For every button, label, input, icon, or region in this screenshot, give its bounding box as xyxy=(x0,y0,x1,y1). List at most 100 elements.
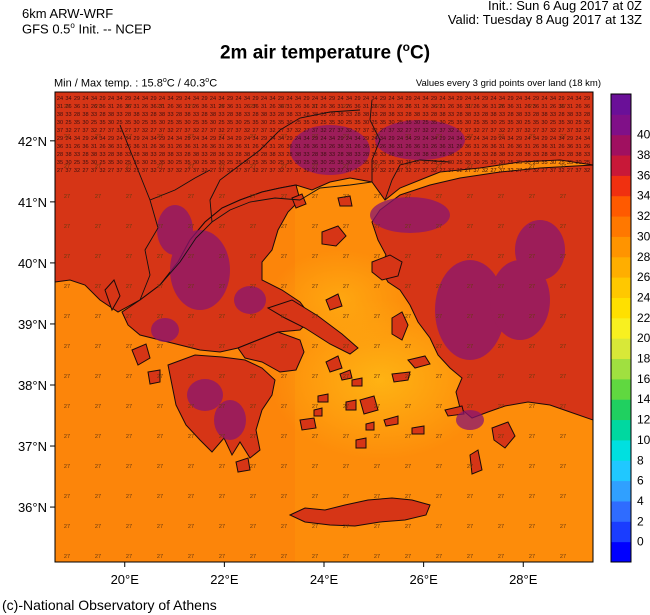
grid-value: 36 xyxy=(125,104,131,110)
grid-value: 27 xyxy=(95,194,101,200)
grid-value: 37 xyxy=(116,168,122,174)
grid-values: 27 27 27 27 27 27 27 27 27 27 27 27 27 27 27 27 27 27 27 27… xyxy=(57,96,590,560)
grid-value: 32 xyxy=(533,168,539,174)
rhodes-island xyxy=(491,421,516,449)
grid-value: 34 xyxy=(482,136,488,142)
grid-value: 29 xyxy=(533,96,539,102)
grid-value: 28 xyxy=(584,112,590,118)
grid-value: 31 xyxy=(167,144,173,150)
santorini-island xyxy=(355,437,367,449)
grid-value: 27 xyxy=(219,314,225,320)
grid-value: 27 xyxy=(529,164,535,170)
grid-value: 27 xyxy=(219,224,225,230)
grid-value: 30 xyxy=(133,120,139,126)
grid-value: 33 xyxy=(473,112,479,118)
grid-value: 24 xyxy=(82,96,88,102)
grid-value: 28 xyxy=(159,152,165,158)
grid-value: 27 xyxy=(529,554,535,560)
grid-value: 27 xyxy=(99,128,105,134)
grid-value: 38 xyxy=(184,112,190,118)
grid-value: 30 xyxy=(465,120,471,126)
grid-value: 30 xyxy=(550,160,556,166)
grid-value: 33 xyxy=(176,152,182,158)
grid-value: 27 xyxy=(374,164,380,170)
grid-value: 27 xyxy=(126,464,132,470)
grid-value: 33 xyxy=(125,152,131,158)
grid-value: 33 xyxy=(193,112,199,118)
grid-value: 37 xyxy=(167,168,173,174)
colorbar-label: 28 xyxy=(637,250,650,264)
grid-value: 38 xyxy=(133,112,139,118)
grid-value: 38 xyxy=(397,152,403,158)
grid-value: 27 xyxy=(64,224,70,230)
grid-value: 27 xyxy=(95,314,101,320)
grid-value: 33 xyxy=(575,112,581,118)
grid-value: 37 xyxy=(397,168,403,174)
grid-value: 27 xyxy=(312,284,318,290)
grid-value: 27 xyxy=(343,224,349,230)
colorbar-segment xyxy=(611,541,631,563)
colorbar-label: 14 xyxy=(637,392,650,406)
grid-value: 37 xyxy=(295,168,301,174)
grid-value: 36 xyxy=(380,104,386,110)
grid-value: 24 xyxy=(524,136,530,142)
grid-value: 38 xyxy=(465,112,471,118)
grid-value: 27 xyxy=(343,194,349,200)
grid-value: 27 xyxy=(64,374,70,380)
grid-value: 27 xyxy=(95,254,101,260)
hot-spot xyxy=(375,120,465,160)
grid-value: 30 xyxy=(575,160,581,166)
grid-value: 27 xyxy=(281,224,287,230)
grid-value: 32 xyxy=(167,128,173,134)
grid-value: 27 xyxy=(467,404,473,410)
grid-value: 27 xyxy=(157,164,163,170)
init-time: Init.: Sun 6 Aug 2017 at 0Z xyxy=(488,0,642,13)
grid-value: 26 xyxy=(65,104,71,110)
samothrace-island xyxy=(337,195,353,207)
grid-value: 37 xyxy=(567,128,573,134)
grid-value: 30 xyxy=(371,160,377,166)
grid-value: 27 xyxy=(529,494,535,500)
grid-value: 34 xyxy=(74,136,80,142)
grid-value: 27 xyxy=(436,464,442,470)
grid-value: 38 xyxy=(167,152,173,158)
grid-value: 27 xyxy=(529,254,535,260)
colorbar-label: 10 xyxy=(637,433,650,447)
grid-value: 27 xyxy=(388,168,394,174)
grid-value: 33 xyxy=(303,152,309,158)
grid-value: 25 xyxy=(524,120,530,126)
grid-value: 33 xyxy=(405,152,411,158)
grid-value: 27 xyxy=(157,104,163,110)
grid-value: 34 xyxy=(142,96,148,102)
grid-value: 27 xyxy=(219,554,225,560)
grid-value: 25 xyxy=(65,120,71,126)
grid-value: 27 xyxy=(126,434,132,440)
grid-value: 28 xyxy=(558,112,564,118)
grid-value: 27 xyxy=(560,434,566,440)
grid-value: 27 xyxy=(133,168,139,174)
grid-value: 34 xyxy=(346,96,352,102)
grid-value: 26 xyxy=(524,104,530,110)
grid-value: 28 xyxy=(125,112,131,118)
grid-value: 27 xyxy=(95,524,101,530)
grid-value: 26 xyxy=(346,104,352,110)
grid-value: 27 xyxy=(467,524,473,530)
grid-value: 30 xyxy=(490,120,496,126)
grid-value: 27 xyxy=(219,344,225,350)
grid-value: 25 xyxy=(74,160,80,166)
grid-value: 27 xyxy=(188,374,194,380)
grid-value: 30 xyxy=(397,160,403,166)
grid-value: 31 xyxy=(184,104,190,110)
grid-value: 32 xyxy=(473,128,479,134)
grid-value: 28 xyxy=(456,112,462,118)
grid-value: 27 xyxy=(281,524,287,530)
grid-value: 32 xyxy=(244,128,250,134)
grid-value: 27 xyxy=(405,128,411,134)
grid-value: 28 xyxy=(108,152,114,158)
grid-value: 27 xyxy=(343,284,349,290)
grid-value: 25 xyxy=(499,120,505,126)
grid-value: 29 xyxy=(176,96,182,102)
grid-value: 27 xyxy=(64,104,70,110)
lon-label: 28°E xyxy=(509,572,538,587)
grid-value: 27 xyxy=(64,494,70,500)
